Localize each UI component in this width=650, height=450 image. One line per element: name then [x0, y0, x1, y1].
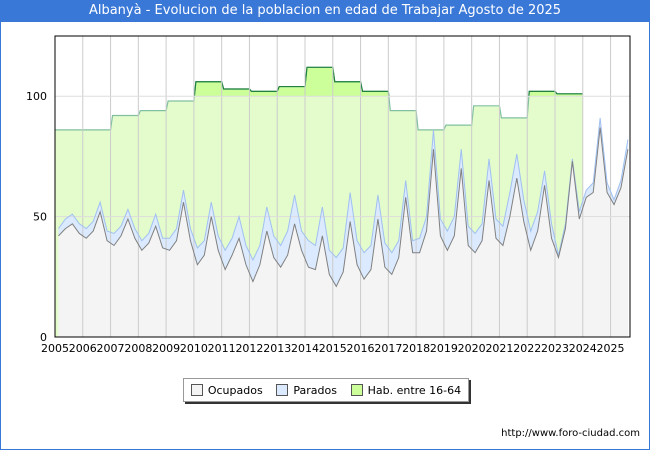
- x-tick-label: 2012: [235, 342, 263, 355]
- legend-label: Hab. entre 16-64: [367, 383, 462, 397]
- legend-ocupados: Ocupados: [190, 383, 263, 397]
- x-tick-label: 2025: [597, 342, 625, 355]
- legend-label: Ocupados: [207, 383, 263, 397]
- parados-line: [58, 117, 629, 262]
- x-tick-label: 2019: [430, 342, 458, 355]
- legend-hab: Hab. entre 16-64: [350, 383, 462, 397]
- x-tick-label: 2009: [152, 342, 180, 355]
- legend-label: Parados: [293, 383, 337, 397]
- x-tick-label: 2024: [569, 342, 597, 355]
- x-tick-label: 2022: [513, 342, 541, 355]
- x-tick-label: 2005: [41, 342, 69, 355]
- x-tick-label: 2017: [374, 342, 402, 355]
- source-url: http://www.foro-ciudad.com: [501, 428, 640, 439]
- legend-parados: Parados: [276, 384, 337, 397]
- chart-title: Albanyà - Evolucion de la poblacion en e…: [0, 0, 650, 22]
- y-tick-label: 0: [40, 331, 47, 344]
- legend-swatch-parados: [276, 384, 289, 396]
- x-tick-label: 2014: [291, 342, 319, 355]
- ocupados-area: [58, 127, 628, 337]
- x-tick-label: 2016: [347, 342, 375, 355]
- hab-line-above-100: [193, 66, 583, 97]
- legend-swatch-ocupados: [190, 384, 203, 396]
- plot-border: [54, 35, 631, 338]
- x-tick-label: 2021: [485, 342, 513, 355]
- y-tick-label: 100: [26, 90, 47, 103]
- legend: Ocupados Parados Hab. entre 16-64: [183, 378, 469, 402]
- x-tick-label: 2007: [97, 342, 125, 355]
- legend-swatch-hab: [350, 384, 363, 396]
- x-tick-label: 2015: [319, 342, 347, 355]
- x-tick-label: 2013: [263, 342, 291, 355]
- y-tick-label: 50: [33, 211, 47, 224]
- x-tick-label: 2023: [541, 342, 569, 355]
- x-tick-label: 2011: [208, 342, 236, 355]
- x-tick-label: 2008: [124, 342, 152, 355]
- x-tick-label: 2010: [180, 342, 208, 355]
- x-tick-label: 2006: [69, 342, 97, 355]
- x-tick-label: 2018: [402, 342, 430, 355]
- hab-area-above-100: [194, 67, 583, 97]
- x-tick-label: 2020: [458, 342, 486, 355]
- ocupados-line: [58, 127, 629, 288]
